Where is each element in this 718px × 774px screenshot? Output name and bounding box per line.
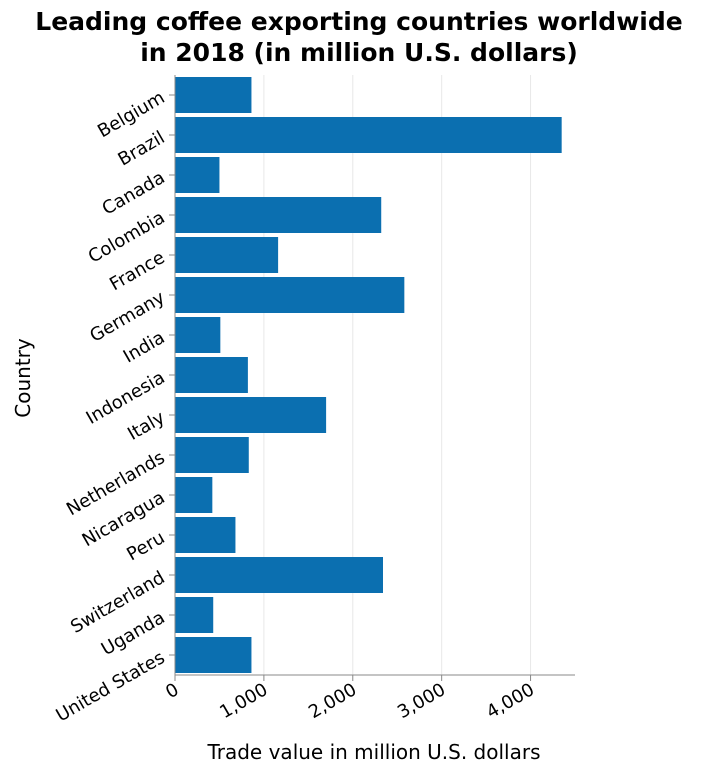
bar-germany [175, 277, 405, 313]
y-tick-label: Brazil [114, 127, 168, 170]
bar-netherlands [175, 437, 249, 473]
bars [175, 77, 562, 673]
bar-uganda [175, 597, 214, 633]
x-tick-label: 2,000 [305, 679, 360, 723]
bar-indonesia [175, 357, 248, 393]
x-tick-label: 3,000 [394, 679, 449, 723]
bar-france [175, 237, 279, 273]
bar-italy [175, 397, 327, 433]
x-tick-label: 4,000 [483, 679, 538, 723]
bar-united-states [175, 637, 252, 673]
x-axis-title: Trade value in million U.S. dollars [206, 740, 540, 764]
bar-india [175, 317, 221, 353]
x-tick-label: 1,000 [216, 679, 271, 723]
y-tick-label: Peru [123, 527, 168, 565]
y-axis-title: Country [11, 338, 35, 418]
chart-title-line-2: in 2018 (in million U.S. dollars) [140, 38, 578, 67]
bar-peru [175, 517, 236, 553]
y-tick-label: United States [52, 647, 168, 726]
y-tick-label: Italy [124, 407, 169, 445]
bar-brazil [175, 117, 562, 153]
x-tick-label: 0 [162, 679, 182, 703]
chart-title-line-1: Leading coffee exporting countries world… [35, 7, 682, 36]
axes [169, 75, 575, 681]
bar-colombia [175, 197, 382, 233]
bar-belgium [175, 77, 252, 113]
y-tick-label: India [120, 327, 169, 367]
bar-switzerland [175, 557, 383, 593]
bar-nicaragua [175, 477, 213, 513]
bar-canada [175, 157, 220, 193]
